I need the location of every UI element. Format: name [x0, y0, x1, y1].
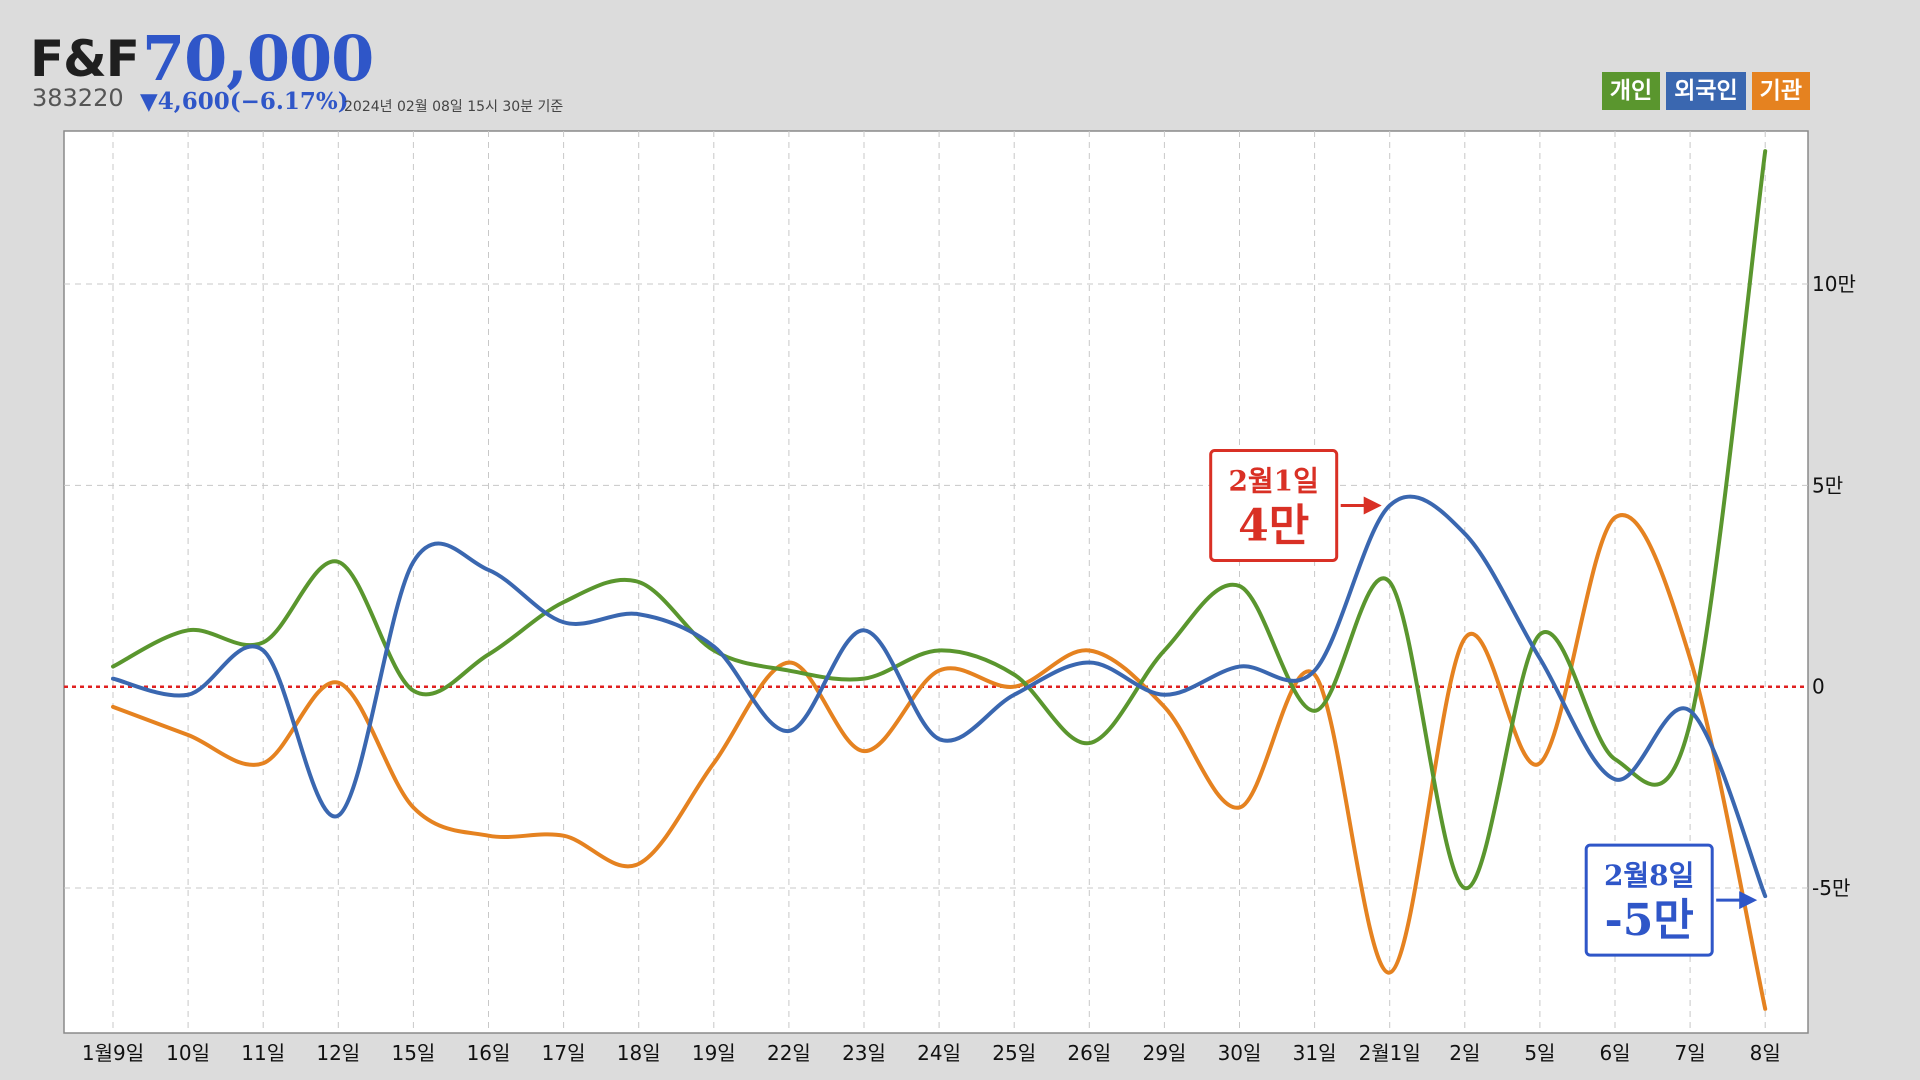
- x-tick-label: 17일: [542, 1041, 586, 1065]
- series-layer: [111, 149, 1768, 1011]
- x-tick-label: 23일: [842, 1041, 886, 1065]
- x-tick-label: 31일: [1293, 1041, 1337, 1065]
- y-tick-label: 0: [1812, 675, 1825, 699]
- series-line-individual: [111, 149, 1768, 891]
- y-tick-label: 5만: [1812, 473, 1843, 497]
- legend-foreign: 외국인: [1666, 72, 1746, 110]
- x-axis: 1월9일 10일 11일 12일 15일 16일 17일 18일 19일 22일 23일 24일 25일…: [82, 1041, 1781, 1065]
- annotation-value: 4만: [1238, 500, 1309, 551]
- x-tick-label: 2월1일: [1359, 1041, 1421, 1065]
- x-tick-label: 24일: [917, 1041, 961, 1065]
- x-tick-label: 5일: [1524, 1041, 1555, 1065]
- x-tick-label: 30일: [1218, 1041, 1262, 1065]
- x-tick-label: 19일: [692, 1041, 736, 1065]
- x-tick-label: 25일: [992, 1041, 1036, 1065]
- x-tick-label: 2일: [1449, 1041, 1480, 1065]
- x-tick-label: 12일: [316, 1041, 360, 1065]
- series-line-foreign: [111, 494, 1768, 899]
- grid: [64, 131, 1808, 1033]
- legend-institution: 기관: [1751, 72, 1810, 110]
- stock-price: 70,000: [142, 22, 374, 95]
- stock-change: ▼4,600(−6.17%): [140, 88, 349, 115]
- x-tick-label: 16일: [467, 1041, 511, 1065]
- annotation-arrow-head: [1739, 891, 1758, 910]
- y-tick-label: 10만: [1812, 272, 1856, 296]
- x-tick-label: 8일: [1750, 1041, 1781, 1065]
- legend-individual: 개인: [1601, 72, 1661, 110]
- x-tick-label: 15일: [391, 1041, 435, 1065]
- x-tick-label: 11일: [241, 1041, 285, 1065]
- plot-area: [63, 130, 1809, 1034]
- x-tick-label: 6일: [1599, 1041, 1630, 1065]
- x-tick-label: 10일: [166, 1041, 210, 1065]
- series-line-institution: [111, 513, 1768, 1011]
- y-axis: 10만 5만 0 -5만: [1812, 272, 1856, 900]
- stock-name: F&F: [30, 30, 140, 88]
- y-tick-label: -5만: [1812, 876, 1850, 900]
- x-tick-label: 1월9일: [82, 1041, 144, 1065]
- annotation-box: [1584, 843, 1714, 957]
- annotation-arrow-head: [1363, 496, 1382, 515]
- annotation-feb8: 2월8일-5만: [1584, 843, 1758, 957]
- annotation-box: [1209, 448, 1339, 562]
- x-tick-label: 29일: [1142, 1041, 1186, 1065]
- chart-legend: 개인 외국인 기관: [1601, 72, 1810, 110]
- x-tick-label: 7일: [1675, 1041, 1706, 1065]
- x-tick-label: 22일: [767, 1041, 811, 1065]
- annotation-date: 2월8일: [1604, 859, 1695, 892]
- stock-timestamp: 2024년 02월 08일 15시 30분 기준: [344, 99, 564, 115]
- x-tick-label: 18일: [617, 1041, 661, 1065]
- stock-code: 383220: [32, 84, 124, 112]
- x-tick-label: 26일: [1067, 1041, 1111, 1065]
- annotation-value: -5만: [1605, 895, 1694, 946]
- annotation-date: 2월1일: [1228, 464, 1319, 497]
